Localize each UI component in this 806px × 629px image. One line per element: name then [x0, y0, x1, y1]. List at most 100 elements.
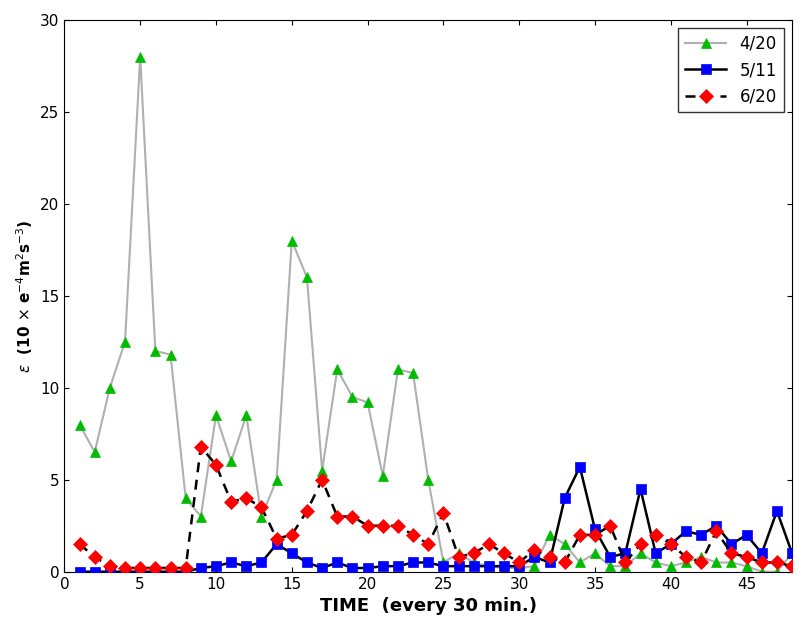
5/11 [363, 564, 372, 572]
5/11 [742, 531, 751, 538]
5/11 [514, 562, 524, 570]
5/11 [211, 562, 221, 570]
5/11 [787, 550, 797, 557]
5/11 [636, 485, 646, 493]
5/11 [605, 554, 615, 561]
6/20 [605, 522, 615, 530]
6/20 [757, 559, 767, 566]
6/20 [181, 564, 190, 572]
5/11 [272, 540, 281, 548]
4/20 [803, 550, 806, 557]
6/20 [318, 476, 327, 484]
4/20 [499, 564, 509, 572]
6/20 [560, 559, 570, 566]
5/11 [590, 526, 600, 533]
4/20 [135, 53, 145, 60]
5/11 [757, 550, 767, 557]
6/20 [423, 540, 433, 548]
6/20 [621, 559, 630, 566]
6/20 [545, 554, 555, 561]
6/20 [696, 559, 706, 566]
6/20 [196, 443, 206, 450]
6/20 [514, 559, 524, 566]
Legend: 4/20, 5/11, 6/20: 4/20, 5/11, 6/20 [678, 28, 783, 112]
6/20 [712, 528, 721, 535]
4/20 [75, 421, 85, 428]
4/20 [272, 476, 281, 484]
5/11 [438, 562, 448, 570]
4/20 [696, 554, 706, 561]
4/20 [363, 399, 372, 406]
4/20 [151, 347, 160, 355]
5/11 [712, 522, 721, 530]
6/20 [287, 531, 297, 538]
5/11 [226, 559, 236, 566]
4/20 [196, 513, 206, 520]
6/20 [105, 562, 114, 570]
4/20 [332, 365, 342, 373]
Line: 5/11: 5/11 [75, 462, 806, 577]
6/20 [575, 531, 584, 538]
4/20 [742, 562, 751, 570]
5/11 [105, 568, 114, 576]
Line: 4/20: 4/20 [75, 52, 806, 577]
4/20 [181, 494, 190, 502]
5/11 [196, 564, 206, 572]
6/20 [454, 554, 463, 561]
5/11 [545, 559, 555, 566]
6/20 [378, 522, 388, 530]
4/20 [484, 562, 494, 570]
4/20 [242, 411, 251, 419]
5/11 [287, 550, 297, 557]
4/20 [318, 467, 327, 474]
5/11 [727, 540, 737, 548]
5/11 [423, 559, 433, 566]
4/20 [772, 568, 782, 576]
4/20 [575, 559, 584, 566]
6/20 [590, 531, 600, 538]
5/11 [302, 559, 312, 566]
5/11 [393, 562, 403, 570]
6/20 [409, 531, 418, 538]
4/20 [287, 237, 297, 245]
4/20 [621, 562, 630, 570]
X-axis label: TIME  (every 30 min.): TIME (every 30 min.) [320, 597, 537, 615]
5/11 [151, 568, 160, 576]
6/20 [438, 509, 448, 516]
5/11 [803, 491, 806, 498]
5/11 [575, 463, 584, 470]
6/20 [393, 522, 403, 530]
4/20 [166, 351, 176, 359]
5/11 [621, 550, 630, 557]
5/11 [378, 562, 388, 570]
4/20 [438, 559, 448, 566]
4/20 [120, 338, 130, 345]
4/20 [681, 559, 691, 566]
6/20 [772, 559, 782, 566]
5/11 [499, 562, 509, 570]
6/20 [727, 550, 737, 557]
4/20 [560, 540, 570, 548]
5/11 [484, 562, 494, 570]
4/20 [590, 550, 600, 557]
6/20 [499, 550, 509, 557]
4/20 [650, 559, 660, 566]
5/11 [332, 559, 342, 566]
6/20 [242, 494, 251, 502]
5/11 [469, 562, 479, 570]
4/20 [226, 457, 236, 465]
5/11 [666, 540, 675, 548]
6/20 [347, 513, 357, 520]
6/20 [636, 540, 646, 548]
5/11 [681, 528, 691, 535]
6/20 [363, 522, 372, 530]
5/11 [75, 568, 85, 576]
6/20 [89, 554, 99, 561]
6/20 [803, 564, 806, 572]
4/20 [378, 472, 388, 480]
6/20 [75, 540, 85, 548]
5/11 [181, 568, 190, 576]
6/20 [272, 535, 281, 542]
6/20 [120, 564, 130, 572]
6/20 [332, 513, 342, 520]
